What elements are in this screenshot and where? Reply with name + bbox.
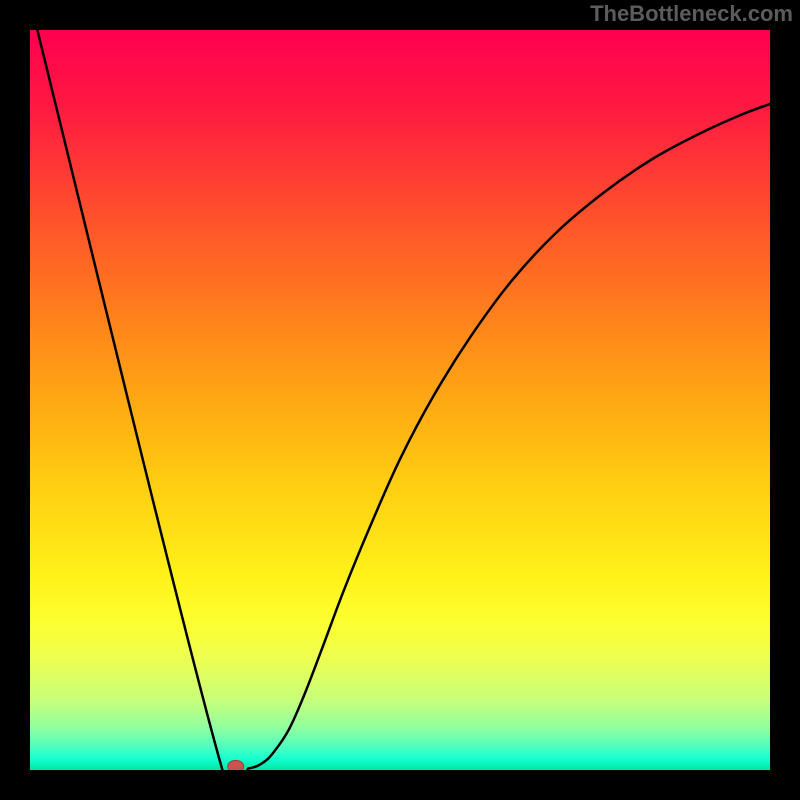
chart-root: TheBottleneck.com — [0, 0, 800, 800]
plot-area — [30, 30, 770, 770]
plot-gradient-background — [30, 30, 770, 770]
watermark-label: TheBottleneck.com — [590, 1, 793, 27]
